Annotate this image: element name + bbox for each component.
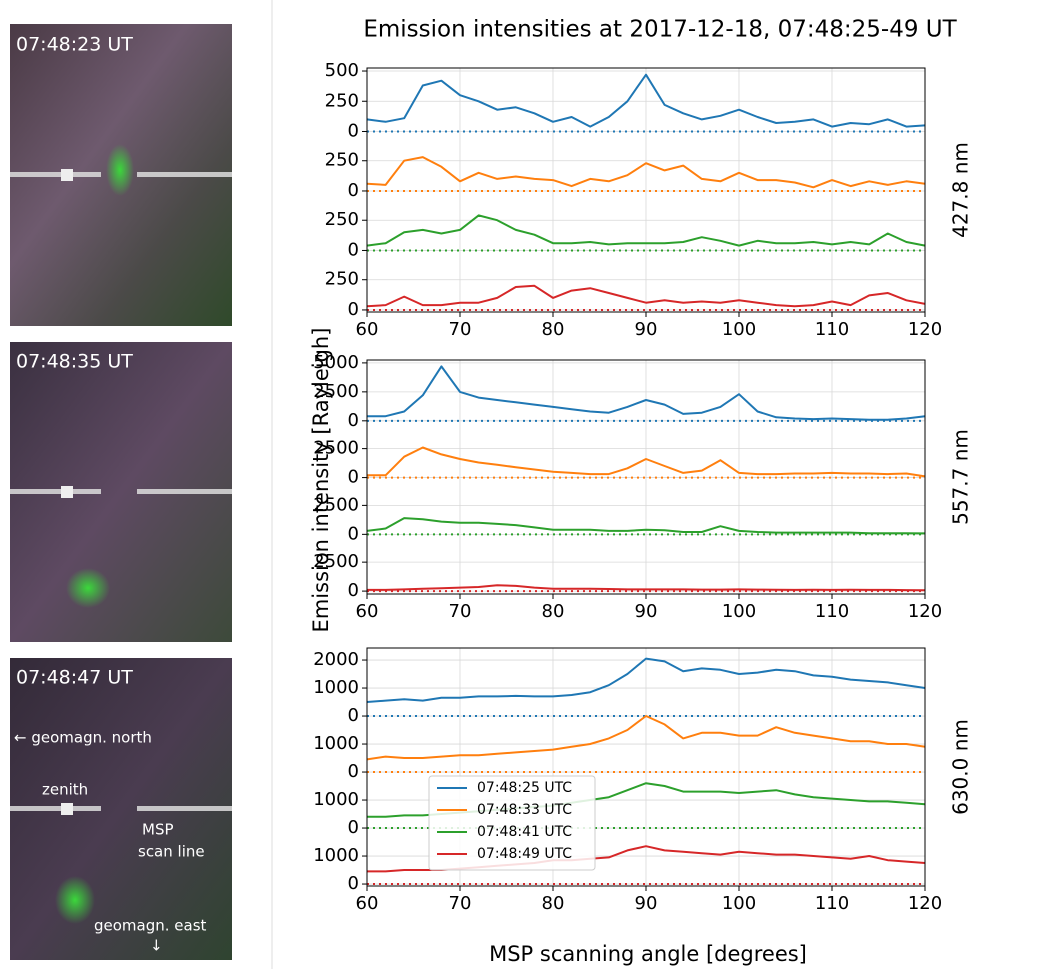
x-tick-label: 100: [722, 893, 756, 914]
data-line: [366, 715, 926, 761]
zenith-marker: [61, 169, 73, 181]
x-tick-label: 90: [635, 319, 658, 340]
y-tick-label: 1000: [313, 845, 359, 866]
image-label: 07:48:47 UT: [16, 667, 133, 689]
y-tick-label: 0: [348, 761, 359, 782]
y-tick-label: 5000: [313, 352, 359, 373]
y-tick-label: 0: [348, 580, 359, 601]
x-tick-label: 120: [908, 601, 942, 622]
annotation: MSP: [142, 821, 174, 839]
legend-label: 07:48:49 UTC: [477, 846, 572, 862]
y-tick-label: 1000: [313, 733, 359, 754]
y-tick-label: 500: [325, 60, 359, 81]
image-label: 07:48:35 UT: [16, 351, 133, 373]
y-tick-label: 2500: [313, 438, 359, 459]
sky-images: 07:48:23 UT 07:48:35 UT 07:48:47 UT ← ge…: [10, 24, 232, 960]
axes-frame: [366, 647, 926, 887]
data-line: [367, 446, 926, 478]
data-line: [366, 73, 926, 128]
aurora-glow: [106, 144, 134, 196]
x-tick-label: 60: [356, 601, 379, 622]
y-tick-label: 0: [348, 410, 359, 431]
y-tick-label: 0: [348, 239, 359, 260]
y-tick-label: 0: [348, 299, 359, 320]
y-tick-label: 1000: [313, 789, 359, 810]
legend-label: 07:48:41 UTC: [477, 824, 572, 840]
y-tick-label: 0: [348, 705, 359, 726]
scan-line: [10, 806, 101, 811]
y-tick-label: 2500: [313, 551, 359, 572]
annotation: scan line: [138, 843, 205, 861]
x-tick-label: 80: [542, 601, 565, 622]
panel-label: 630.0 nm: [949, 719, 973, 815]
y-tick-label: 250: [325, 90, 359, 111]
data-line: [366, 657, 926, 703]
x-tick-label: 120: [908, 893, 942, 914]
y-tick-label: 0: [348, 873, 359, 894]
legend-label: 07:48:25 UTC: [477, 780, 572, 796]
x-tick-label: 70: [449, 601, 472, 622]
x-tick-label: 100: [722, 601, 756, 622]
x-tick-label: 60: [356, 893, 379, 914]
y-tick-label: 2500: [313, 494, 359, 515]
y-tick-label: 1000: [313, 677, 359, 698]
zenith-marker: [61, 486, 73, 498]
x-tick-label: 90: [635, 893, 658, 914]
y-tick-label: 0: [348, 467, 359, 488]
data-line: [366, 517, 926, 535]
legend-label: 07:48:33 UTC: [477, 802, 572, 818]
y-tick-label: 2000: [313, 649, 359, 670]
aurora-glow: [66, 568, 110, 608]
axes-frame: [366, 359, 926, 595]
annotation: ← geomagn. north: [14, 729, 152, 747]
axes-frame: [366, 67, 926, 313]
legend-box: [428, 775, 596, 871]
x-tick-label: 90: [635, 601, 658, 622]
scan-line: [10, 172, 101, 177]
x-tick-label: 70: [449, 893, 472, 914]
panel-label: 427.8 nm: [949, 142, 973, 238]
x-tick-label: 80: [542, 893, 565, 914]
annotation: ↓: [150, 937, 163, 955]
x-tick-label: 80: [542, 319, 565, 340]
y-tick-label: 0: [348, 180, 359, 201]
y-tick-label: 250: [325, 269, 359, 290]
x-tick-label: 110: [815, 893, 849, 914]
y-tick-label: 250: [325, 209, 359, 230]
aurora-glow: [55, 876, 95, 924]
panel-label: 557.7 nm: [949, 429, 973, 525]
y-axis-label: Emission intensity [Rayleigh]: [309, 328, 333, 633]
x-axis-label: MSP scanning angle [degrees]: [489, 942, 807, 966]
x-tick-label: 60: [356, 319, 379, 340]
annotation: zenith: [42, 781, 88, 799]
y-tick-label: 0: [348, 523, 359, 544]
scan-line: [137, 806, 232, 811]
image-label: 07:48:23 UT: [16, 34, 133, 56]
x-tick-label: 70: [449, 319, 472, 340]
data-line: [366, 156, 926, 189]
y-tick-label: 0: [348, 120, 359, 141]
y-tick-label: 2500: [313, 381, 359, 402]
y-tick-label: 250: [325, 150, 359, 171]
zenith-marker: [61, 803, 73, 815]
x-tick-label: 100: [722, 319, 756, 340]
y-tick-label: 0: [348, 817, 359, 838]
legend: 07:48:25 UTC 07:48:33 UTC 07:48:41 UTC 07:4…: [428, 775, 596, 871]
data-line: [367, 584, 926, 592]
scan-line: [10, 489, 101, 494]
scan-line: [137, 489, 232, 494]
data-line: [366, 284, 926, 308]
data-line: [366, 214, 926, 247]
x-tick-label: 110: [815, 319, 849, 340]
figure-title: Emission intensities at 2017-12-18, 07:4…: [363, 17, 957, 43]
data-line: [367, 365, 926, 421]
scan-line: [137, 172, 232, 177]
x-tick-label: 120: [908, 319, 942, 340]
x-tick-label: 110: [815, 601, 849, 622]
annotation: geomagn. east: [94, 917, 207, 935]
